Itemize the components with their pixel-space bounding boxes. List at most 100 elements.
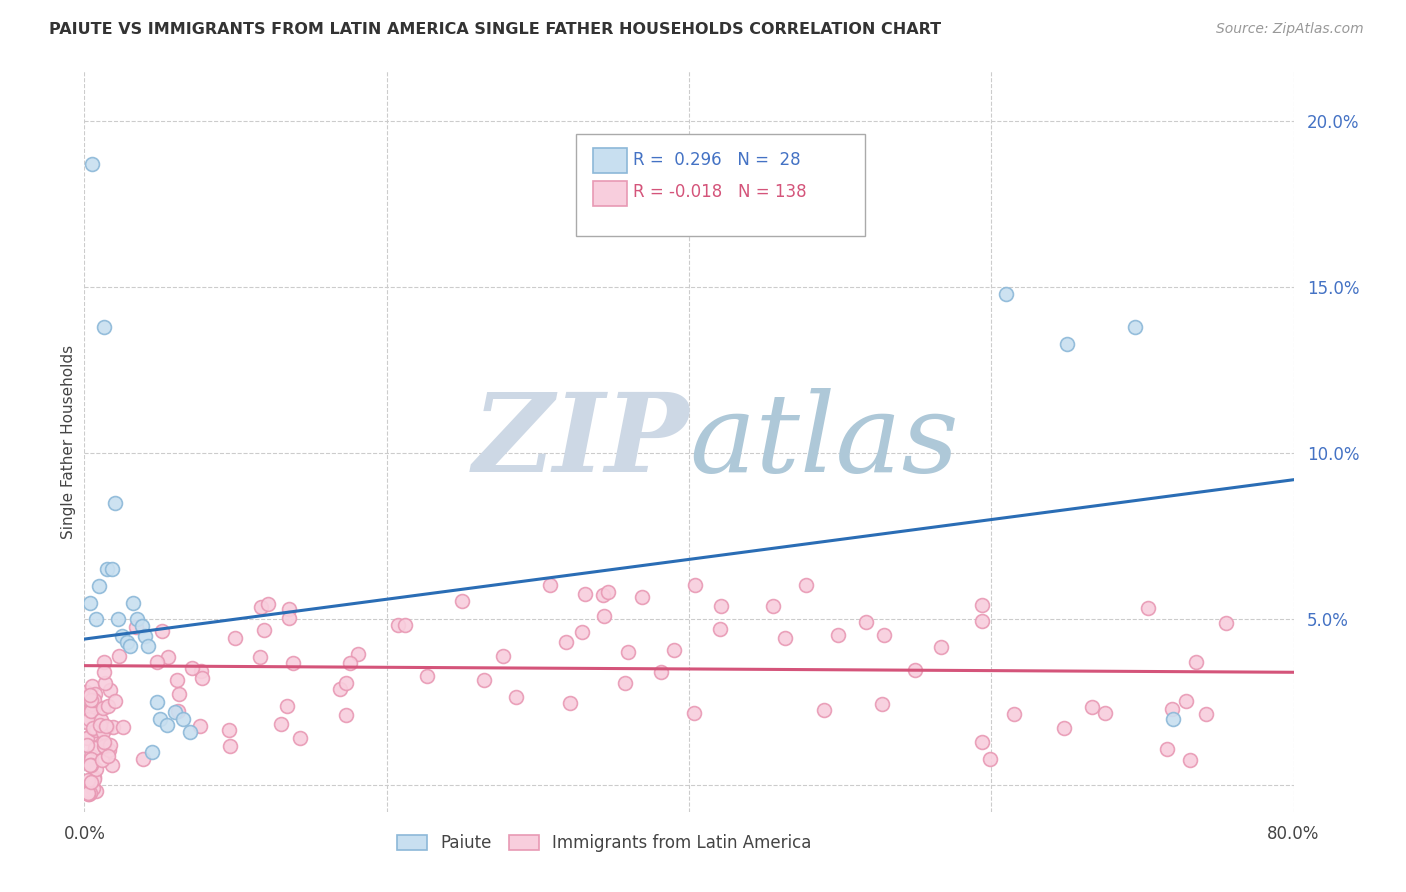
Point — [98, 738, 121, 752]
Point — [166, 705, 188, 719]
Point — [773, 631, 796, 645]
Point — [224, 632, 246, 646]
Point — [93, 740, 115, 755]
Point — [100, 758, 122, 772]
Point — [970, 735, 993, 749]
Point — [127, 612, 149, 626]
Point — [125, 620, 148, 634]
Point — [79, 689, 101, 703]
Point — [683, 578, 706, 592]
Point — [94, 676, 117, 690]
Point — [179, 725, 201, 739]
Point — [617, 645, 640, 659]
Point — [710, 599, 733, 614]
Point — [1160, 701, 1182, 715]
Text: R = -0.018   N = 138: R = -0.018 N = 138 — [633, 183, 806, 201]
Point — [970, 598, 993, 612]
Point — [94, 718, 117, 732]
Point — [82, 781, 104, 796]
Point — [96, 562, 118, 576]
Point — [250, 599, 273, 614]
Point — [86, 612, 108, 626]
Text: PAIUTE VS IMMIGRANTS FROM LATIN AMERICA SINGLE FATHER HOUSEHOLDS CORRELATION CHA: PAIUTE VS IMMIGRANTS FROM LATIN AMERICA … — [49, 22, 942, 37]
Point — [1081, 700, 1104, 714]
Point — [1161, 712, 1184, 726]
Point — [165, 705, 187, 719]
Point — [77, 712, 100, 726]
Point — [111, 720, 134, 734]
Point — [146, 655, 169, 669]
Point — [762, 599, 785, 613]
Point — [93, 320, 115, 334]
Point — [249, 649, 271, 664]
Point — [387, 617, 409, 632]
Point — [100, 562, 122, 576]
Point — [91, 701, 114, 715]
Point — [84, 687, 107, 701]
Text: ZIP: ZIP — [472, 388, 689, 495]
Point — [682, 706, 704, 721]
Point — [91, 753, 114, 767]
Point — [1094, 706, 1116, 720]
Point — [149, 712, 172, 726]
Point — [97, 749, 120, 764]
Point — [560, 696, 582, 710]
Point — [77, 785, 100, 799]
Point — [180, 661, 202, 675]
Point — [394, 617, 416, 632]
Point — [218, 723, 240, 737]
Point — [492, 648, 515, 663]
Point — [339, 656, 361, 670]
Point — [80, 157, 103, 171]
Point — [1184, 655, 1206, 669]
Point — [347, 647, 370, 661]
Point — [80, 758, 103, 772]
Point — [554, 635, 576, 649]
Point — [96, 720, 118, 734]
Point — [593, 609, 616, 624]
Point — [84, 723, 107, 738]
Text: atlas: atlas — [689, 388, 959, 495]
Point — [472, 673, 495, 687]
Point — [873, 628, 896, 642]
Point — [89, 579, 111, 593]
Point — [76, 738, 98, 752]
Point — [136, 639, 159, 653]
Point — [172, 712, 194, 726]
Point — [146, 695, 169, 709]
Point — [505, 690, 527, 704]
Point — [270, 717, 292, 731]
Point — [415, 668, 437, 682]
Point — [650, 665, 672, 680]
Point — [141, 745, 163, 759]
Point — [276, 698, 298, 713]
Point — [253, 623, 276, 637]
Point — [83, 699, 105, 714]
Point — [288, 731, 311, 746]
Point — [167, 687, 190, 701]
Point — [83, 693, 105, 707]
Point — [83, 770, 105, 784]
Point — [131, 619, 153, 633]
Point — [150, 624, 173, 638]
Point — [77, 787, 100, 801]
Point — [80, 775, 103, 789]
Point — [77, 773, 100, 788]
Point — [574, 587, 596, 601]
Point — [75, 685, 97, 699]
Point — [93, 734, 115, 748]
Point — [84, 741, 107, 756]
Point — [156, 718, 179, 732]
Point — [613, 675, 636, 690]
Point — [979, 752, 1001, 766]
Point — [219, 739, 242, 753]
Point — [995, 286, 1018, 301]
Point — [1215, 615, 1237, 630]
Point — [80, 697, 103, 711]
Point — [855, 615, 877, 630]
Point — [115, 635, 138, 649]
Point — [79, 596, 101, 610]
Point — [794, 578, 817, 592]
Point — [1137, 600, 1160, 615]
Point — [870, 697, 893, 711]
